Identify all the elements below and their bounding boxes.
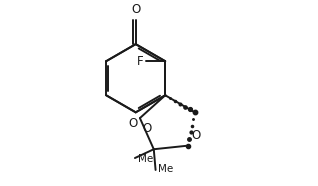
Text: O: O	[191, 129, 200, 142]
Text: O: O	[128, 117, 138, 130]
Text: Me: Me	[138, 154, 153, 164]
Text: O: O	[131, 3, 140, 16]
Text: O: O	[142, 122, 151, 135]
Text: F: F	[137, 55, 144, 68]
Text: Me: Me	[158, 164, 174, 174]
